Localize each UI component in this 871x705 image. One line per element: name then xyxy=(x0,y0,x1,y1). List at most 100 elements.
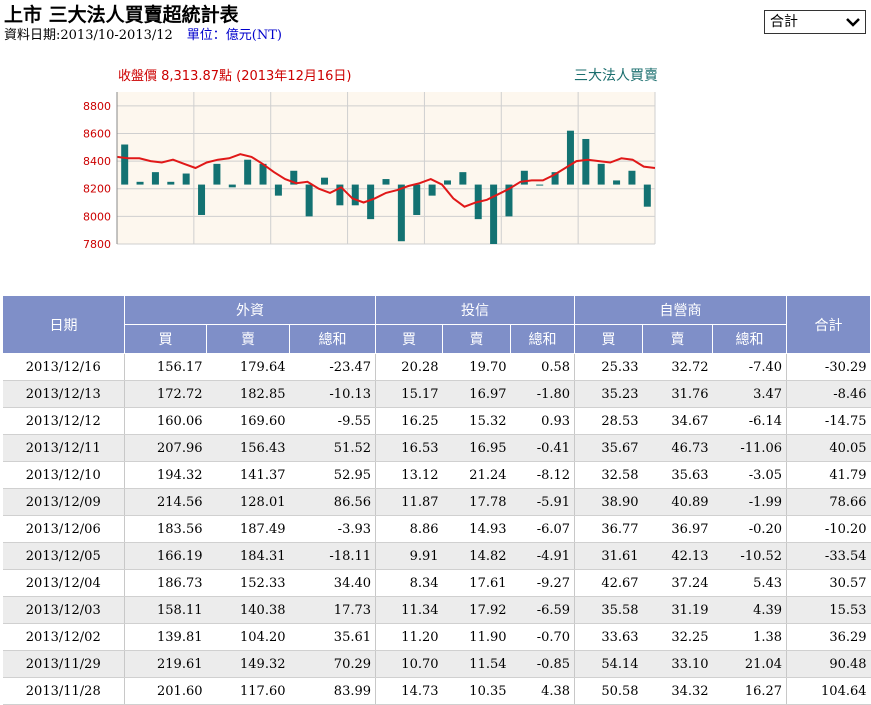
cell-dealer-net: -1.99 xyxy=(712,488,788,516)
table-row: 2013/12/12 160.06 169.60 -9.55 16.25 15.32 0.9… xyxy=(2,407,871,435)
price-line xyxy=(117,153,655,208)
chart-bar xyxy=(490,184,498,244)
cell-total: -30.29 xyxy=(786,353,871,381)
chart-bar xyxy=(505,184,513,217)
data-period: 資料日期:2013/10-2013/12 xyxy=(4,28,173,43)
cell-foreign-buy: 207.96 xyxy=(124,434,207,462)
header-dealer: 自營商 xyxy=(574,295,788,325)
cell-dealer-sell: 40.89 xyxy=(642,488,713,516)
cell-total: -33.54 xyxy=(786,542,871,570)
cell-dealer-net: 3.47 xyxy=(712,380,788,408)
header-sell: 賣 xyxy=(642,324,714,354)
cell-total: 30.57 xyxy=(786,569,871,597)
cell-trust-net: -1.80 xyxy=(510,380,576,408)
cell-dealer-net: -0.20 xyxy=(712,515,788,543)
table-row: 2013/12/05 166.19 184.31 -18.11 9.91 14.82 -4.… xyxy=(2,542,871,570)
cell-dealer-net: -7.40 xyxy=(712,353,788,381)
chart-legend: 三大法人買賣 xyxy=(574,68,658,84)
page-subtitle: 資料日期:2013/10-2013/12 單位：億元(NT) xyxy=(4,24,282,43)
cell-trust-buy: 9.91 xyxy=(375,542,443,570)
chart-bar xyxy=(274,184,282,196)
cell-dealer-buy: 38.90 xyxy=(574,488,643,516)
cell-foreign-net: 35.61 xyxy=(289,623,377,651)
cell-foreign-sell: 104.20 xyxy=(206,623,290,651)
cell-date: 2013/11/29 xyxy=(2,650,125,678)
chart-bar xyxy=(367,184,375,220)
cell-foreign-buy: 194.32 xyxy=(124,461,207,489)
cell-dealer-net: 16.27 xyxy=(712,677,788,705)
chart-bar xyxy=(259,163,267,185)
institutional-table: 日期 外資 投信 自營商 合計 買 賣 總和 買 賣 總和 買 賣 總和 201… xyxy=(2,295,871,705)
cell-foreign-net: -10.13 xyxy=(289,380,377,408)
cell-date: 2013/12/06 xyxy=(2,515,125,543)
cell-date: 2013/12/05 xyxy=(2,542,125,570)
chart-bar xyxy=(520,170,528,185)
table-row: 2013/12/03 158.11 140.38 17.73 11.34 17.92 -6.… xyxy=(2,596,871,624)
cell-trust-buy: 16.25 xyxy=(375,407,443,435)
chart-bar xyxy=(459,172,467,185)
cell-trust-net: -0.70 xyxy=(510,623,576,651)
table-row: 2013/11/28 201.60 117.60 83.99 14.73 10.35 4.3… xyxy=(2,677,871,705)
market-chart: 8800 8600 8400 8200 8000 7800 收盤價 8,313.87點 (… xyxy=(83,68,658,251)
cell-total: 40.05 xyxy=(786,434,871,462)
cell-dealer-sell: 35.63 xyxy=(642,461,713,489)
cell-foreign-net: 51.52 xyxy=(289,434,377,462)
cell-dealer-buy: 31.61 xyxy=(574,542,643,570)
y-tick-label: 7800 xyxy=(83,238,111,251)
cell-dealer-net: -6.14 xyxy=(712,407,788,435)
header-total: 合計 xyxy=(786,295,871,354)
cell-total: 36.29 xyxy=(786,623,871,651)
cell-trust-buy: 11.87 xyxy=(375,488,443,516)
cell-total: 41.79 xyxy=(786,461,871,489)
cell-foreign-sell: 117.60 xyxy=(206,677,290,705)
cell-foreign-sell: 141.37 xyxy=(206,461,290,489)
cell-trust-buy: 8.34 xyxy=(375,569,443,597)
header-trust: 投信 xyxy=(375,295,576,325)
cell-trust-net: 0.58 xyxy=(510,353,576,381)
chart-bar xyxy=(643,184,651,207)
cell-foreign-sell: 169.60 xyxy=(206,407,290,435)
cell-foreign-buy: 201.60 xyxy=(124,677,207,705)
chart-bar xyxy=(336,184,344,206)
chart-bar xyxy=(136,181,144,185)
cell-foreign-net: 17.73 xyxy=(289,596,377,624)
chart-bar xyxy=(151,172,159,185)
unit-label: 單位：億元(NT) xyxy=(186,28,282,43)
cell-trust-net: -5.91 xyxy=(510,488,576,516)
cell-dealer-sell: 36.97 xyxy=(642,515,713,543)
y-tick-label: 8800 xyxy=(83,100,111,113)
cell-trust-buy: 10.70 xyxy=(375,650,443,678)
cell-foreign-net: 86.56 xyxy=(289,488,377,516)
header-date: 日期 xyxy=(2,295,125,354)
cell-trust-buy: 20.28 xyxy=(375,353,443,381)
chart-bar xyxy=(397,184,405,242)
chart-bar xyxy=(121,144,129,185)
cell-foreign-buy: 158.11 xyxy=(124,596,207,624)
header-sell: 賣 xyxy=(442,324,512,354)
y-tick-label: 8600 xyxy=(83,127,111,140)
chart-bar xyxy=(198,184,206,215)
chart-bar xyxy=(321,177,329,185)
cell-total: 15.53 xyxy=(786,596,871,624)
cell-trust-buy: 8.86 xyxy=(375,515,443,543)
chart-bar xyxy=(582,138,590,185)
cell-foreign-sell: 184.31 xyxy=(206,542,290,570)
chart-bar xyxy=(428,184,436,196)
table-row: 2013/12/16 156.17 179.64 -23.47 20.28 19.70 0.… xyxy=(2,353,871,381)
cell-foreign-buy: 172.72 xyxy=(124,380,207,408)
cell-trust-sell: 16.95 xyxy=(442,434,511,462)
bar-series xyxy=(121,130,651,244)
cell-foreign-sell: 149.32 xyxy=(206,650,290,678)
cell-foreign-net: 52.95 xyxy=(289,461,377,489)
summary-select[interactable]: 合計 xyxy=(764,10,866,34)
chart-bar xyxy=(290,170,298,185)
chart-bar xyxy=(182,173,190,185)
y-tick-label: 8200 xyxy=(83,183,111,196)
cell-foreign-net: -23.47 xyxy=(289,353,377,381)
cell-dealer-sell: 32.72 xyxy=(642,353,713,381)
header-buy: 買 xyxy=(124,324,207,354)
cell-dealer-sell: 32.25 xyxy=(642,623,713,651)
cell-trust-net: -4.91 xyxy=(510,542,576,570)
cell-foreign-buy: 214.56 xyxy=(124,488,207,516)
cell-dealer-buy: 32.58 xyxy=(574,461,643,489)
